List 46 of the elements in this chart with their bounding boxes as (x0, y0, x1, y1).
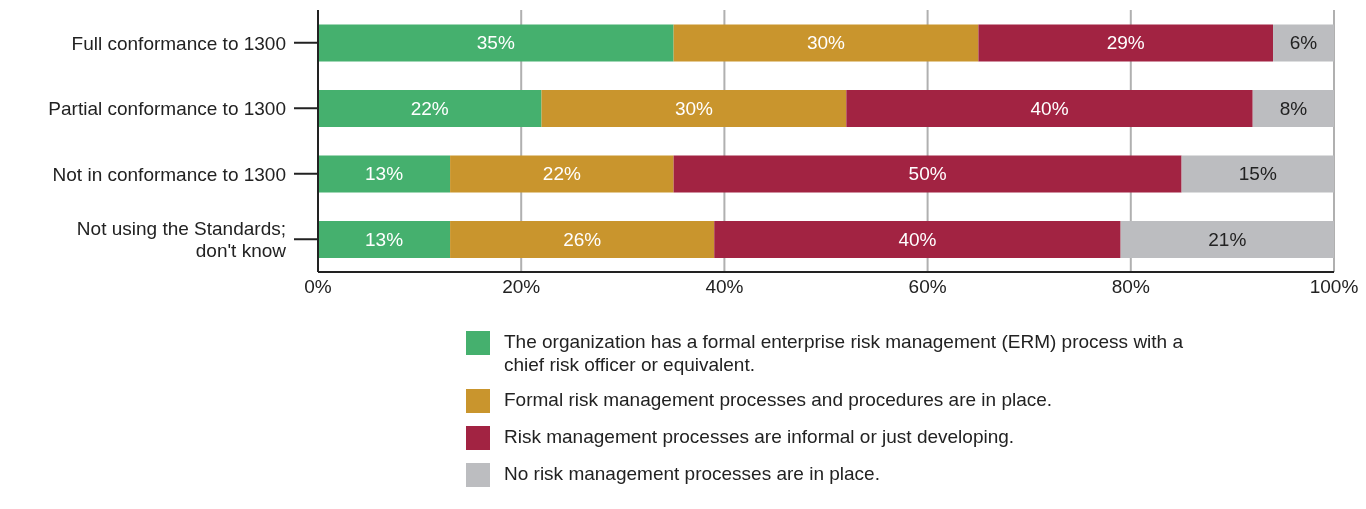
data-label: 22% (542, 163, 581, 185)
bar (1252, 89, 1334, 127)
data-label: 35% (476, 32, 515, 54)
data-label: 40% (898, 228, 937, 250)
data-label: 6% (1289, 32, 1318, 54)
bar (318, 89, 542, 127)
bar (978, 24, 1274, 62)
data-label: 22% (410, 97, 449, 119)
data-label: 30% (806, 32, 846, 54)
x-tick-label: 20% (502, 276, 541, 298)
y-tick-label: Partial conformance to 1300 (48, 97, 286, 119)
legend-label: Formal risk management processes and procedures are in place. (504, 388, 1054, 411)
bar (714, 220, 1121, 258)
data-label: 26% (563, 228, 602, 250)
bar (673, 155, 1182, 193)
legend-label: No risk management processes are in place. (504, 462, 881, 485)
bar (318, 24, 674, 62)
bar (541, 89, 847, 127)
bar (1120, 220, 1334, 258)
x-tick-label: 60% (908, 276, 947, 298)
y-tick-label: Not using the Standards; don't know (76, 217, 287, 261)
data-label: 13% (365, 228, 404, 250)
bar (1181, 155, 1334, 193)
bar (673, 24, 979, 62)
bar (318, 220, 451, 258)
data-label: 8% (1279, 97, 1308, 119)
y-tick-label: Not in conformance to 1300 (52, 163, 286, 185)
data-label: 15% (1238, 163, 1277, 185)
data-label: 40% (1030, 97, 1069, 119)
x-tick-label: 100% (1309, 276, 1359, 298)
x-tick-label: 40% (705, 276, 744, 298)
x-tick-label: 0% (304, 276, 332, 298)
data-label: 30% (674, 97, 714, 119)
data-label: 50% (908, 163, 947, 185)
bar (846, 89, 1253, 127)
bar (450, 220, 715, 258)
bar (1273, 24, 1334, 62)
data-label: 13% (365, 163, 404, 185)
legend-label: Risk management processes are informal or just developing. (504, 425, 1016, 448)
bar (450, 155, 674, 193)
x-tick-label: 80% (1111, 276, 1150, 298)
y-tick-label: Full conformance to 1300 (71, 32, 286, 54)
bar (318, 155, 451, 193)
data-label: 21% (1208, 228, 1247, 250)
legend-label: The organization has a formal enterprise risk management (ERM) process with a chief risk officer or equivalent. (504, 330, 1184, 376)
data-label: 29% (1106, 32, 1145, 54)
